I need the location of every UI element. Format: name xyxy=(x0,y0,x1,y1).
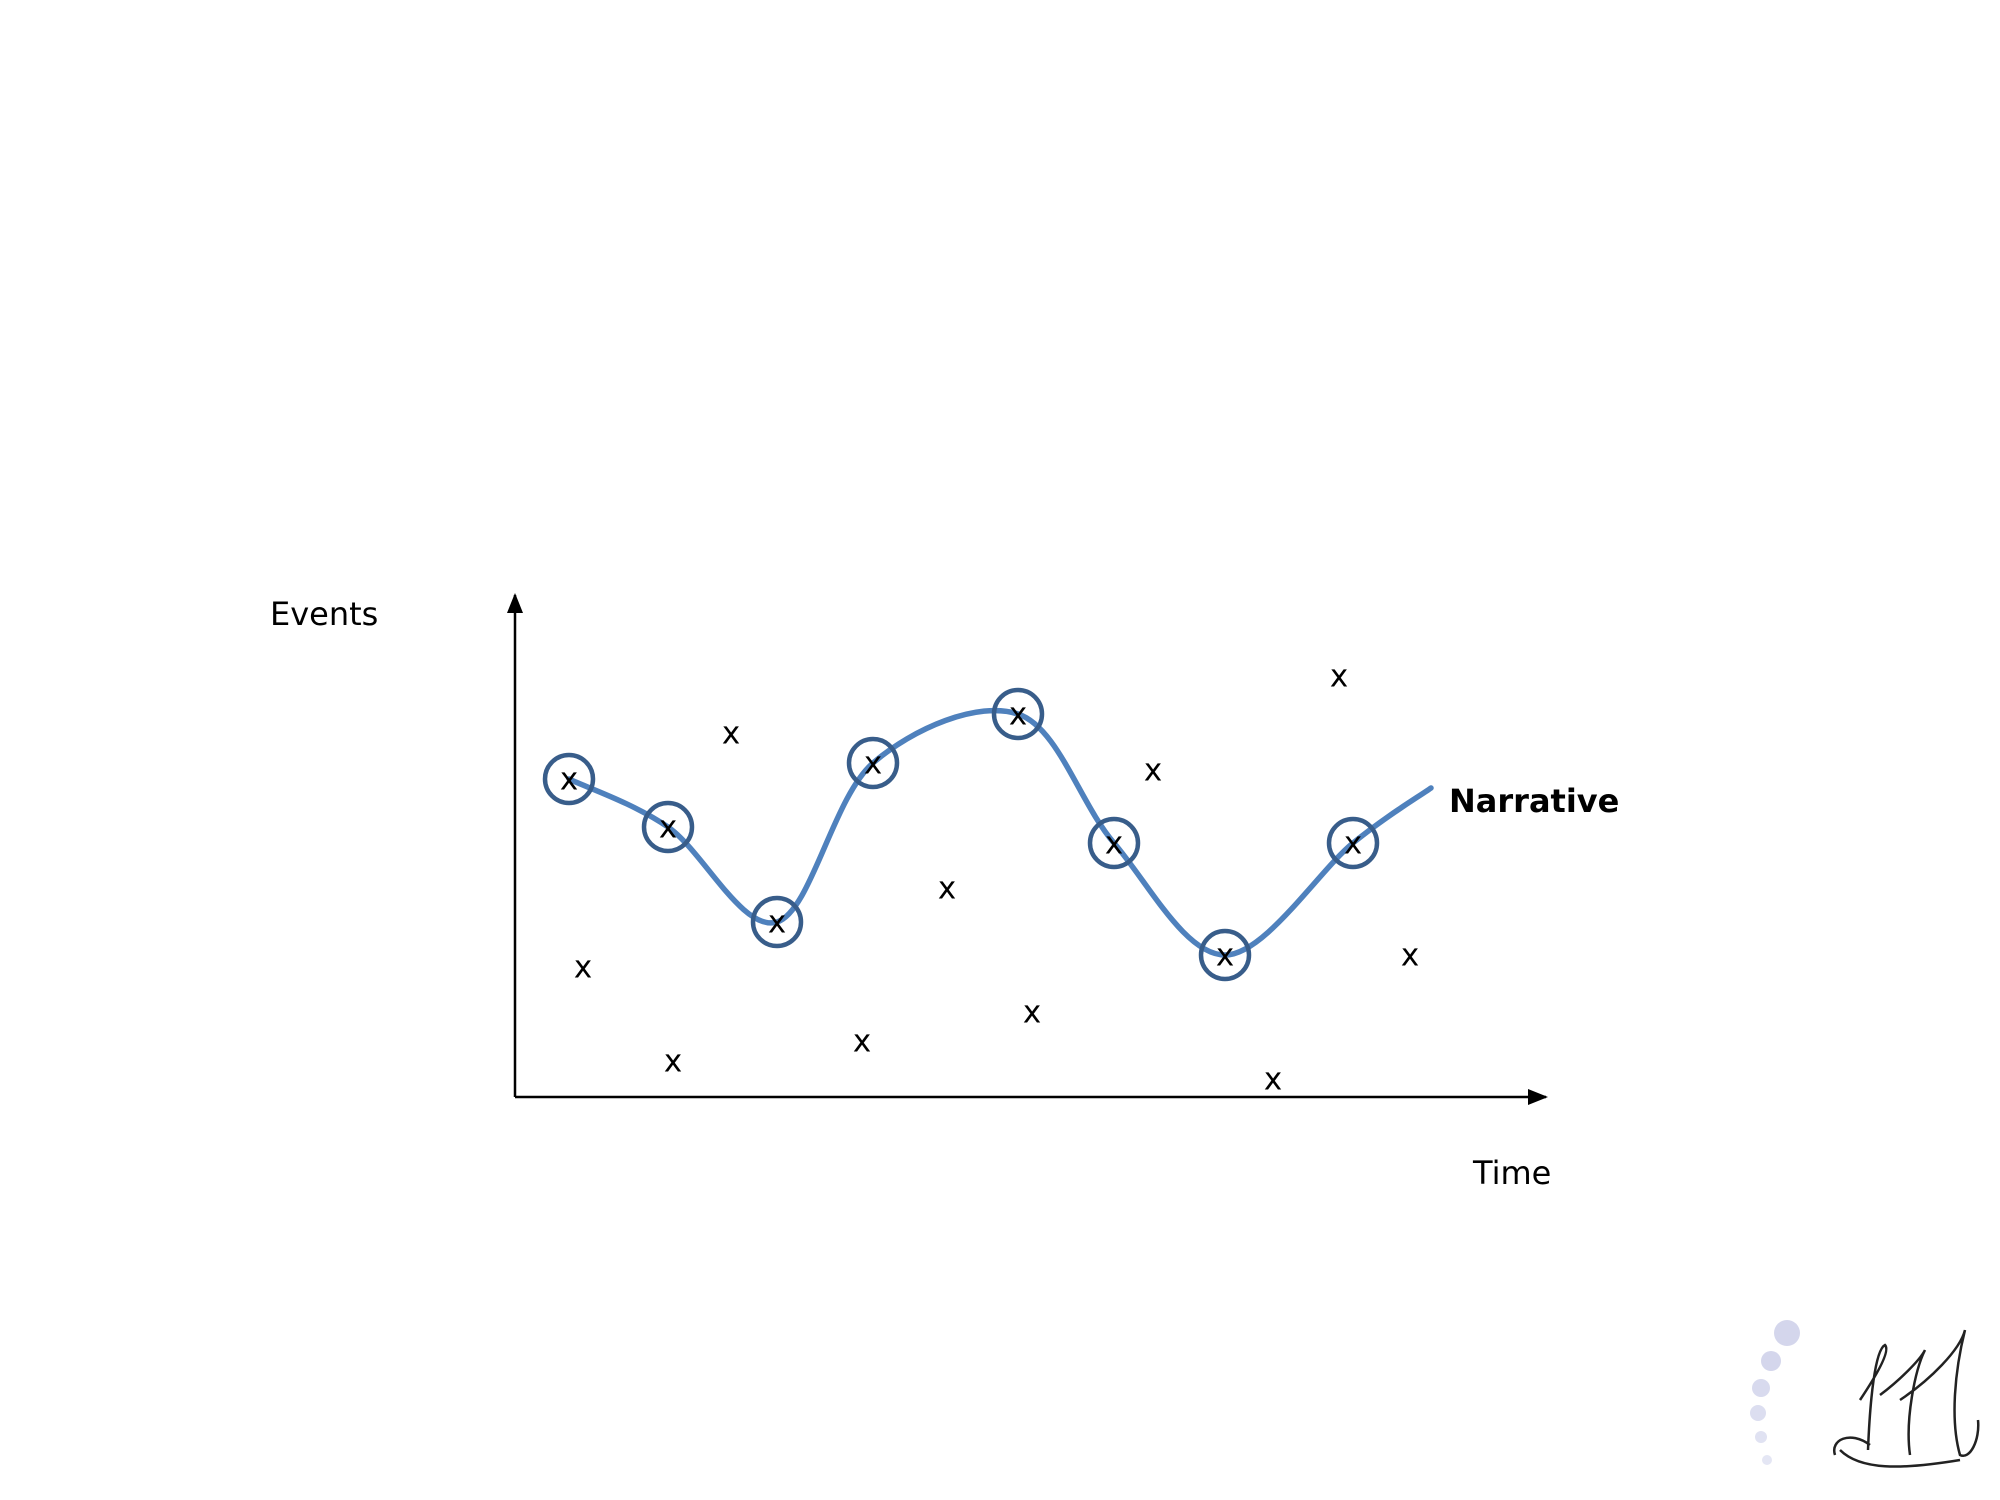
event: x xyxy=(1023,995,1041,1031)
narrative-event: x xyxy=(1216,938,1234,974)
event-circle xyxy=(542,752,596,806)
event: x xyxy=(853,1024,871,1060)
event-circle xyxy=(1198,928,1252,982)
event: x xyxy=(574,950,592,986)
event-circle xyxy=(1087,816,1141,870)
narrative-label: Narrative xyxy=(1449,782,1619,820)
event: x xyxy=(1264,1062,1282,1098)
narrative-event: x xyxy=(1344,826,1362,862)
narrative-event: x xyxy=(659,810,677,846)
narrative-event: x xyxy=(768,905,786,941)
narrative-event: x xyxy=(864,746,882,782)
event: x xyxy=(1330,659,1348,695)
narrative-curve xyxy=(566,707,1434,958)
narrative-event: x xyxy=(1009,697,1027,733)
narrative-event: x xyxy=(1105,826,1123,862)
event-circle xyxy=(641,800,695,854)
x-axis-label: Time xyxy=(1472,1154,1551,1192)
event: x xyxy=(938,871,956,907)
y-axis-label: Events xyxy=(270,595,378,633)
event: x xyxy=(1144,753,1162,789)
event-circle xyxy=(750,895,804,949)
event-circle xyxy=(846,736,900,790)
event-circle xyxy=(1326,816,1380,870)
event: x xyxy=(1401,938,1419,974)
event: x xyxy=(722,716,740,752)
event-circle xyxy=(991,687,1045,741)
narrative-event: x xyxy=(560,762,578,798)
logo xyxy=(1750,1320,1980,1468)
event: x xyxy=(664,1044,682,1080)
